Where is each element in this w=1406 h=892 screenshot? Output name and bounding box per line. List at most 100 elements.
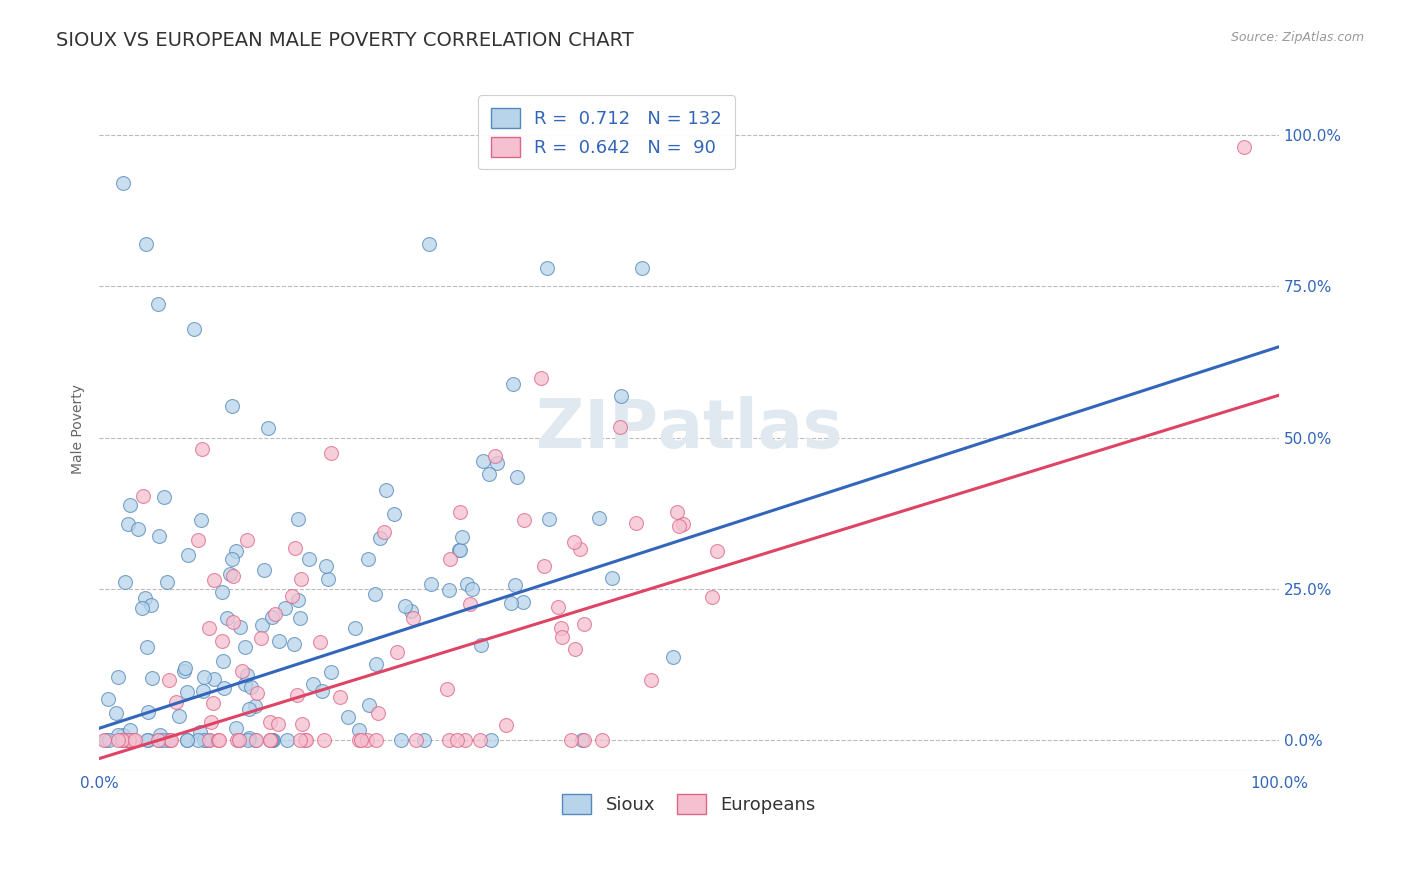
Point (94, 733, 117, 747)
Point (609, 420, 631, 434)
Point (107, 670, 129, 684)
Point (120, 498, 142, 512)
Point (436, 682, 458, 697)
Point (202, 672, 225, 686)
Point (564, 534, 586, 549)
Point (287, 592, 309, 607)
Point (245, 698, 267, 713)
Point (221, 552, 243, 566)
Point (419, 576, 441, 591)
Point (245, 686, 267, 700)
Point (238, 731, 260, 745)
Point (309, 634, 332, 648)
Point (364, 657, 387, 672)
Point (571, 733, 593, 747)
Point (250, 617, 273, 632)
Point (285, 688, 308, 702)
Point (110, 733, 132, 747)
Point (187, 533, 209, 548)
Point (375, 483, 398, 497)
Point (499, 596, 522, 610)
Point (228, 620, 250, 634)
Point (191, 442, 214, 456)
Point (107, 728, 129, 742)
Point (624, 516, 647, 531)
Text: Source: ZipAtlas.com: Source: ZipAtlas.com (1230, 31, 1364, 45)
Text: ZIP​atlas: ZIP​atlas (536, 395, 842, 461)
Point (502, 377, 524, 392)
Point (188, 724, 211, 739)
Point (259, 715, 281, 730)
Point (284, 541, 307, 555)
Point (550, 621, 572, 635)
Point (191, 684, 214, 698)
Point (221, 569, 243, 583)
Point (486, 456, 509, 470)
Point (437, 583, 460, 598)
Point (472, 454, 495, 468)
Point (454, 733, 477, 747)
Point (152, 490, 174, 504)
Point (176, 733, 198, 747)
Point (104, 706, 127, 720)
Point (259, 733, 281, 747)
Point (131, 601, 153, 615)
Point (337, 709, 360, 723)
Point (588, 511, 610, 525)
Point (394, 599, 416, 613)
Point (470, 638, 492, 652)
Point (117, 733, 139, 747)
Point (456, 577, 478, 591)
Point (219, 566, 242, 581)
Point (198, 733, 221, 747)
Point (177, 548, 200, 562)
Point (484, 449, 506, 463)
Point (114, 733, 136, 747)
Point (503, 578, 526, 592)
Point (146, 733, 169, 747)
Point (236, 733, 259, 747)
Point (311, 684, 333, 698)
Point (347, 723, 370, 738)
Point (267, 634, 290, 648)
Point (228, 733, 250, 747)
Point (291, 716, 314, 731)
Point (198, 733, 221, 747)
Point (479, 733, 502, 747)
Point (569, 541, 592, 556)
Point (574, 616, 596, 631)
Point (290, 572, 312, 586)
Point (451, 530, 474, 544)
Point (506, 469, 529, 483)
Point (118, 733, 141, 747)
Point (359, 698, 381, 713)
Point (236, 668, 259, 682)
Point (136, 640, 159, 655)
Point (121, 733, 143, 747)
Point (610, 389, 633, 403)
Point (231, 664, 253, 678)
Point (141, 671, 163, 685)
Point (640, 673, 662, 688)
Point (97, 733, 120, 747)
Point (193, 670, 215, 684)
Point (262, 610, 284, 624)
Point (402, 610, 425, 624)
Point (139, 599, 162, 613)
Point (364, 733, 387, 747)
Y-axis label: Male Poverty: Male Poverty (72, 384, 86, 474)
Point (211, 585, 233, 599)
Point (318, 572, 340, 586)
Point (187, 733, 209, 747)
Point (112, 728, 135, 742)
Point (174, 661, 197, 675)
Legend: Sioux, Europeans: Sioux, Europeans (554, 785, 824, 823)
Point (513, 513, 536, 527)
Point (212, 654, 235, 668)
Point (183, 321, 205, 335)
Point (298, 552, 321, 566)
Point (668, 519, 690, 533)
Point (373, 525, 395, 540)
Point (193, 733, 215, 747)
Point (287, 512, 309, 526)
